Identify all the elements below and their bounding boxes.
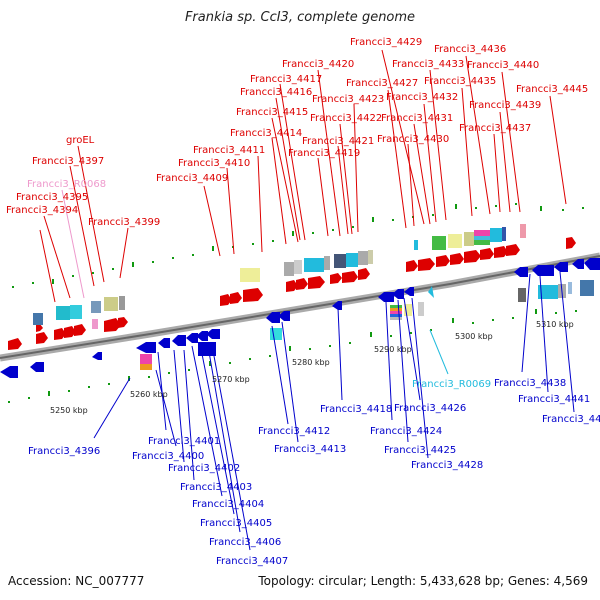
gene-label: Francci3_R0069: [412, 379, 491, 390]
forward-strand-features: [8, 224, 576, 350]
top-leader-lines: [39, 49, 567, 303]
gene-label: Francci3_4401: [148, 436, 220, 447]
gene-label: Francci3_4419: [288, 148, 360, 159]
gene-label: Francci3_4425: [384, 445, 456, 456]
gene-label: Francci3_4432: [386, 92, 458, 103]
gene-label: groEL: [66, 135, 95, 146]
gene-label: Francci3_4428: [411, 460, 483, 471]
scale-label: 5270 kbp: [212, 375, 250, 384]
gene-label: Francci3_4439: [469, 100, 541, 111]
scale-label: 5260 kbp: [130, 390, 168, 399]
gene-label: Francci3_4433: [392, 59, 464, 70]
gene-label: Francci3_4437: [459, 123, 531, 134]
reverse-strand-features: [0, 258, 600, 378]
bottom-gene-labels: Francci3_4396 Francci3_4401 Francci3_440…: [28, 378, 600, 567]
scale-labels: 5250 kbp 5260 kbp 5270 kbp 5280 kbp 5290…: [50, 320, 574, 415]
gene-label: Francci3_4404: [192, 499, 264, 510]
gene-label: Francci3_4410: [178, 158, 250, 169]
gene-label: Francci3_4412: [258, 426, 330, 437]
gene-label: Francci3_4435: [424, 76, 496, 87]
gene-label: Francci3_4395: [16, 192, 88, 203]
gene-label: Francci3_4394: [6, 205, 78, 216]
rna-leader-line-top: [61, 189, 85, 299]
gene-label: Francci3_4413: [274, 444, 346, 455]
scale-label: 5310 kbp: [536, 320, 574, 329]
gene-label: Francci3_4424: [370, 426, 442, 437]
gene-label: Francci3_4399: [88, 217, 160, 228]
gene-label: Francci3_4409: [156, 173, 228, 184]
gene-label: Francci3_4402: [168, 463, 240, 474]
rna-leader-line-bottom: [429, 329, 449, 375]
gene-label: Francci3_4411: [193, 145, 265, 156]
gene-label: Francci3_4421: [302, 136, 374, 147]
gene-label: Francci3_4407: [216, 556, 288, 567]
accession-text: Accession: NC_007777: [8, 574, 145, 588]
gene-label: Francci3_4400: [132, 451, 204, 462]
gene-label: Francci3_4436: [434, 44, 506, 55]
gene-label: Francci3_4420: [282, 59, 354, 70]
gene-label: Francci3_4406: [209, 537, 281, 548]
gene-label: Francci3_4415: [236, 107, 308, 118]
scale-label: 5280 kbp: [292, 358, 330, 367]
map-title: Frankia sp. CcI3, complete genome: [184, 10, 416, 25]
gene-label: Francci3_4417: [250, 74, 322, 85]
bottom-leader-lines: [93, 271, 575, 551]
gene-label: Francci3_4429: [350, 37, 422, 48]
gene-label: Francci3_4403: [180, 482, 252, 493]
gene-label: Francci3_4397: [32, 156, 104, 167]
scale-label: 5250 kbp: [50, 406, 88, 415]
outer-track-dots-lower: [8, 309, 577, 403]
genome-backbone: [0, 252, 600, 362]
genome-summary-text: Topology: circular; Length: 5,433,628 bp…: [258, 574, 588, 588]
gene-label: Francci3_4423: [312, 94, 384, 105]
gene-label: Francci3_4426: [394, 403, 466, 414]
gene-label: Francci3_4414: [230, 128, 302, 139]
gene-label: Francci3_4431: [381, 113, 453, 124]
scale-label: 5300 kbp: [455, 332, 493, 341]
gene-label: Francci3_4438: [494, 378, 566, 389]
gene-label: Francci3_4418: [320, 404, 392, 415]
gene-label: Francci3_4441: [518, 394, 590, 405]
gene-label: Francci3_4442: [542, 414, 600, 425]
gene-label: Francci3_4427: [346, 78, 418, 89]
scale-label: 5290 kbp: [374, 345, 412, 354]
gene-label: Francci3_4440: [467, 60, 539, 71]
gene-label: Francci3_4405: [200, 518, 272, 529]
gene-label: Francci3_4422: [310, 113, 382, 124]
gene-label: Francci3_4430: [377, 134, 449, 145]
top-gene-labels: groEL Francci3_4397 Francci3_R0068 Franc…: [6, 37, 588, 228]
gene-label: Francci3_4416: [240, 87, 312, 98]
gene-label: Francci3_4396: [28, 446, 100, 457]
gene-label: Francci3_R0068: [27, 179, 106, 190]
gene-label: Francci3_4445: [516, 84, 588, 95]
